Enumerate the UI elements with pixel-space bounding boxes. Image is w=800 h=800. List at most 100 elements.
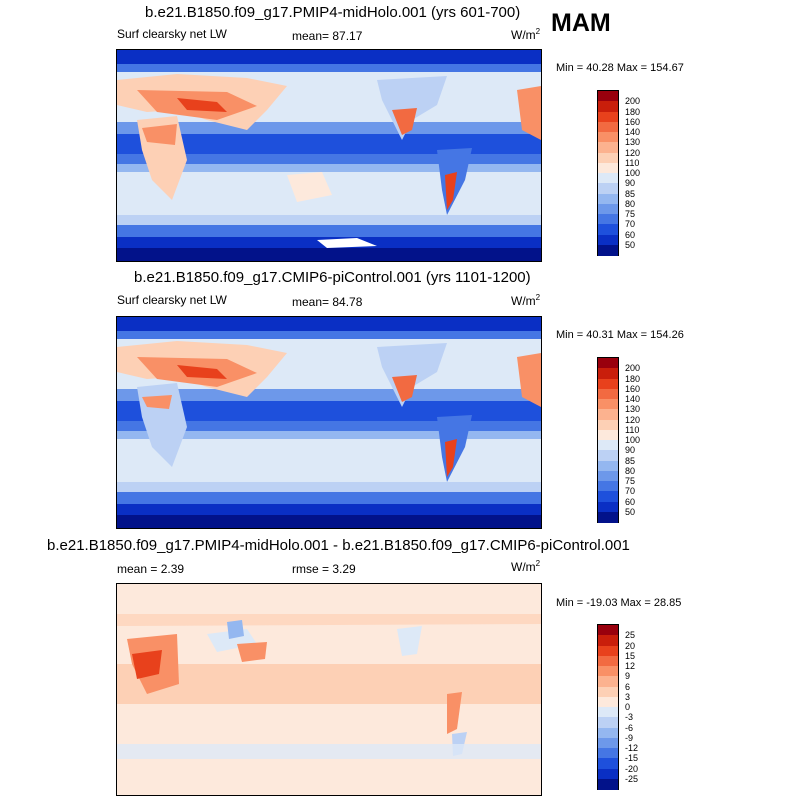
colorbar-tick-label: 160 (625, 383, 641, 394)
colorbar-cell (598, 121, 618, 133)
colorbar-cell (598, 491, 618, 502)
panel3-colorbar-labels: 25 20 15 12 9 6 3 0 -3 -6 -9 -12 -15 -20 -25 (625, 624, 665, 790)
colorbar-tick-label: 200 (625, 96, 641, 107)
colorbar-tick-label: 110 (625, 157, 640, 168)
season-label: MAM (551, 9, 611, 37)
colorbar-cell (598, 748, 618, 759)
colorbar-tick-label: 120 (625, 147, 641, 158)
colorbar-tick-label: 180 (625, 106, 641, 117)
colorbar-tick-label: 160 (625, 116, 641, 127)
panel2-map-field (117, 317, 541, 528)
panel2-mean-label: mean= 84.78 (292, 295, 363, 309)
colorbar-cell (598, 707, 618, 718)
units-exponent: 2 (535, 559, 541, 568)
panel2-colorbar (597, 357, 619, 523)
panel3-rmse-label: rmse = 3.29 (292, 562, 356, 576)
units-base: W/m (511, 560, 536, 574)
colorbar-tick-label: -9 (625, 732, 634, 743)
colorbar-tick-label: 140 (625, 394, 641, 404)
colorbar-cell (598, 224, 618, 235)
colorbar-tick-label: -12 (625, 743, 639, 753)
colorbar-tick-label: 100 (625, 168, 641, 178)
colorbar-tick-label: 200 (625, 363, 641, 374)
colorbar-cell (598, 409, 618, 420)
colorbar-cell (598, 635, 618, 646)
colorbar-tick-label: 90 (625, 178, 636, 189)
colorbar-tick-label: 3 (625, 691, 631, 702)
colorbar-tick-label: 75 (625, 209, 636, 219)
colorbar-tick-label: 0 (625, 702, 631, 712)
panel1-units: W/m2 (511, 27, 540, 42)
colorbar-cell (598, 440, 618, 451)
colorbar-cell (598, 173, 618, 184)
colorbar-tick-label: 180 (625, 373, 641, 384)
colorbar-cell (598, 625, 618, 636)
colorbar-cell (598, 470, 618, 482)
colorbar-cell (598, 203, 618, 215)
colorbar-tick-label: 70 (625, 219, 636, 230)
panel1-mean-label: mean= 87.17 (292, 29, 363, 43)
colorbar-tick-label: 80 (625, 465, 636, 476)
colorbar-cell (598, 111, 618, 123)
colorbar-tick-label: 130 (625, 137, 641, 148)
colorbar-tick-label: 120 (625, 414, 641, 425)
colorbar-cell (598, 717, 618, 728)
colorbar-tick-label: -3 (625, 712, 634, 723)
panel3-mean-label: mean = 2.39 (117, 562, 185, 576)
colorbar-tick-label: -6 (625, 722, 634, 733)
panel2-title: b.e21.B1850.f09_g17.CMIP6-piControl.001 … (134, 269, 531, 286)
panel3-units: W/m2 (511, 559, 540, 574)
panel3-title: b.e21.B1850.f09_g17.PMIP4-midHolo.001 - … (47, 537, 630, 554)
colorbar-cell (598, 429, 618, 441)
colorbar-cell (598, 388, 618, 400)
colorbar-cell (598, 758, 618, 769)
colorbar-cell (598, 142, 618, 153)
panel2-units: W/m2 (511, 293, 540, 308)
colorbar-tick-label: 20 (625, 640, 636, 651)
colorbar-tick-label: 80 (625, 198, 636, 209)
colorbar-tick-label: 9 (625, 671, 631, 682)
colorbar-cell (598, 460, 618, 472)
colorbar-tick-label: -15 (625, 753, 639, 764)
panel2-minmax: Min = 40.31 Max = 154.26 (556, 329, 684, 341)
colorbar-cell (598, 214, 618, 225)
colorbar-cell (598, 778, 618, 790)
colorbar-tick-label: 50 (625, 239, 636, 250)
panel1-minmax: Min = 40.28 Max = 154.67 (556, 62, 684, 74)
panel2-colorbar-labels: 200 180 160 140 130 120 110 100 90 85 80 75 70 60 50 (625, 357, 665, 523)
colorbar-tick-label: 6 (625, 681, 631, 692)
colorbar-tick-label: 60 (625, 496, 636, 507)
colorbar-cell (598, 737, 618, 749)
colorbar-cell (598, 152, 618, 164)
colorbar-tick-label: 15 (625, 650, 636, 661)
colorbar-cell (598, 676, 618, 687)
colorbar-tick-label: 60 (625, 229, 636, 240)
colorbar-cell (598, 686, 618, 698)
panel1-title: b.e21.B1850.f09_g17.PMIP4-midHolo.001 (y… (145, 4, 521, 21)
colorbar-tick-label: 85 (625, 188, 636, 199)
colorbar-tick-label: 90 (625, 445, 636, 456)
colorbar-cell (598, 696, 618, 708)
colorbar-tick-label: 70 (625, 486, 636, 497)
panel1-colorbar-labels: 200 180 160 140 130 120 110 100 90 85 80 75 70 60 50 (625, 90, 665, 256)
colorbar-tick-label: 140 (625, 127, 641, 137)
colorbar-tick-label: 130 (625, 404, 641, 415)
colorbar-cell (598, 183, 618, 194)
colorbar-cell (598, 727, 618, 739)
colorbar-cell (598, 101, 618, 112)
colorbar-cell (598, 234, 618, 246)
colorbar-cell (598, 501, 618, 513)
panel1-field-label: Surf clearsky net LW (117, 27, 227, 41)
colorbar-tick-label: 25 (625, 630, 636, 641)
panel3-minmax: Min = -19.03 Max = 28.85 (556, 597, 682, 609)
panel3-map (116, 583, 542, 796)
colorbar-tick-label: 75 (625, 476, 636, 486)
units-base: W/m (511, 28, 536, 42)
colorbar-cell (598, 481, 618, 492)
colorbar-tick-label: 100 (625, 435, 641, 445)
units-exponent: 2 (535, 293, 541, 302)
colorbar-tick-label: 110 (625, 424, 640, 435)
panel1-colorbar (597, 90, 619, 256)
colorbar-tick-label: -20 (625, 763, 639, 774)
colorbar-tick-label: -25 (625, 773, 639, 784)
